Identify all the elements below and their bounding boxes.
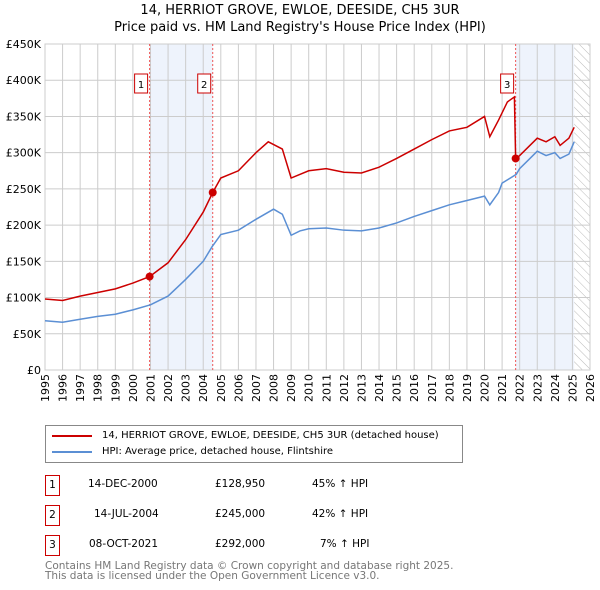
y-tick-label: £0 bbox=[27, 364, 41, 377]
y-tick-label: £350K bbox=[6, 110, 42, 123]
x-tick-label: 2020 bbox=[479, 374, 492, 402]
x-tick-label: 2026 bbox=[584, 374, 597, 402]
y-tick-label: £400K bbox=[6, 74, 42, 87]
x-tick-label: 1996 bbox=[57, 374, 70, 402]
sale-marker-box: 1 bbox=[45, 475, 60, 496]
x-tick-label: 1999 bbox=[109, 374, 122, 402]
x-tick-label: 2023 bbox=[531, 374, 544, 402]
y-tick-label: £150K bbox=[6, 255, 42, 268]
series-line bbox=[44, 141, 575, 323]
sale-hpi: 45% ↑ HPI bbox=[312, 478, 369, 490]
sale-date: 08-OCT-2021 bbox=[89, 538, 158, 550]
shaded-region bbox=[149, 44, 213, 370]
chart-subtitle: Price paid vs. HM Land Registry's House … bbox=[114, 20, 486, 35]
legend-swatch-red bbox=[52, 434, 92, 437]
sale-date: 14-JUL-2004 bbox=[94, 508, 159, 520]
x-tick-label: 2016 bbox=[408, 374, 421, 402]
x-tick-label: 2014 bbox=[373, 374, 386, 402]
y-tick-label: £200K bbox=[6, 219, 42, 232]
sale-point bbox=[208, 188, 217, 197]
x-tick-label: 2009 bbox=[285, 374, 298, 402]
plot-frame bbox=[44, 43, 591, 371]
sale-label: 2 bbox=[201, 80, 207, 91]
sale-price: £245,000 bbox=[215, 508, 266, 520]
sale-price: £292,000 bbox=[215, 538, 266, 550]
x-tick-label: 2022 bbox=[514, 374, 527, 402]
sale-label: 3 bbox=[504, 80, 510, 91]
y-tick-label: £100K bbox=[6, 292, 42, 305]
x-tick-label: 2013 bbox=[355, 374, 368, 402]
x-tick-label: 2007 bbox=[250, 374, 263, 402]
sale-point bbox=[511, 154, 520, 163]
x-tick-label: 2005 bbox=[215, 374, 228, 402]
sale-label-box bbox=[197, 73, 212, 94]
sale-hpi: 7% ↑ HPI bbox=[320, 538, 370, 550]
sale-marker-box: 2 bbox=[45, 505, 60, 526]
x-tick-label: 2002 bbox=[162, 374, 175, 402]
x-tick-label: 2011 bbox=[320, 374, 333, 402]
x-tick-label: 2004 bbox=[197, 374, 210, 402]
legend-label: 14, HERRIOT GROVE, EWLOE, DEESIDE, CH5 3… bbox=[102, 430, 439, 441]
footer-line: Contains HM Land Registry data © Crown c… bbox=[45, 560, 454, 572]
x-tick-label: 1997 bbox=[74, 374, 87, 402]
chart: 1995 1996 1997 1998 1999 2000 2001 2002 2003 2004… bbox=[6, 38, 597, 402]
x-tick-label: 2012 bbox=[338, 374, 351, 402]
sale-price: £128,950 bbox=[215, 478, 266, 490]
x-tick-label: 2006 bbox=[232, 374, 245, 402]
sale-date: 14-DEC-2000 bbox=[88, 478, 158, 490]
y-tick-label: £300K bbox=[6, 147, 42, 160]
x-tick-label: 2000 bbox=[127, 374, 140, 402]
chart-title: 14, HERRIOT GROVE, EWLOE, DEESIDE, CH5 3… bbox=[140, 3, 460, 18]
x-tick-label: 2025 bbox=[566, 374, 579, 402]
forecast-hatch bbox=[574, 44, 590, 370]
x-tick-label: 2010 bbox=[303, 374, 316, 402]
x-tick-label: 2017 bbox=[426, 374, 439, 402]
x-tick-label: 1998 bbox=[92, 374, 105, 402]
sale-row: 1 14-DEC-2000 £128,950 45% ↑ HPI bbox=[45, 475, 445, 497]
sale-hpi: 42% ↑ HPI bbox=[312, 508, 369, 520]
sale-row: 2 14-JUL-2004 £245,000 42% ↑ HPI bbox=[45, 505, 445, 527]
sale-point bbox=[145, 272, 154, 281]
y-tick-label: £50K bbox=[13, 328, 42, 341]
x-tick-label: 1995 bbox=[39, 374, 52, 402]
y-tick-label: £250K bbox=[6, 183, 42, 196]
sale-label: 1 bbox=[138, 80, 144, 91]
footer-line: This data is licensed under the Open Gov… bbox=[45, 570, 380, 582]
legend-label: HPI: Average price, detached house, Flin… bbox=[102, 446, 334, 457]
sale-label-box bbox=[134, 73, 149, 94]
legend: 14, HERRIOT GROVE, EWLOE, DEESIDE, CH5 3… bbox=[45, 425, 463, 463]
legend-swatch-blue bbox=[52, 450, 92, 453]
x-tick-label: 2015 bbox=[391, 374, 404, 402]
x-tick-label: 2001 bbox=[144, 374, 157, 402]
sale-marker-box: 3 bbox=[45, 535, 60, 556]
x-tick-label: 2021 bbox=[496, 374, 509, 402]
sale-row: 3 08-OCT-2021 £292,000 7% ↑ HPI bbox=[45, 535, 445, 557]
x-tick-label: 2024 bbox=[549, 374, 562, 402]
x-tick-label: 2003 bbox=[180, 374, 193, 402]
y-tick-label: £450K bbox=[6, 38, 42, 51]
footer: Contains HM Land Registry data © Crown c… bbox=[45, 560, 454, 582]
x-tick-label: 2008 bbox=[268, 374, 281, 402]
shaded-region bbox=[515, 44, 575, 370]
x-tick-label: 2018 bbox=[443, 374, 456, 402]
sale-label-box bbox=[500, 73, 515, 94]
x-tick-label: 2019 bbox=[461, 374, 474, 402]
